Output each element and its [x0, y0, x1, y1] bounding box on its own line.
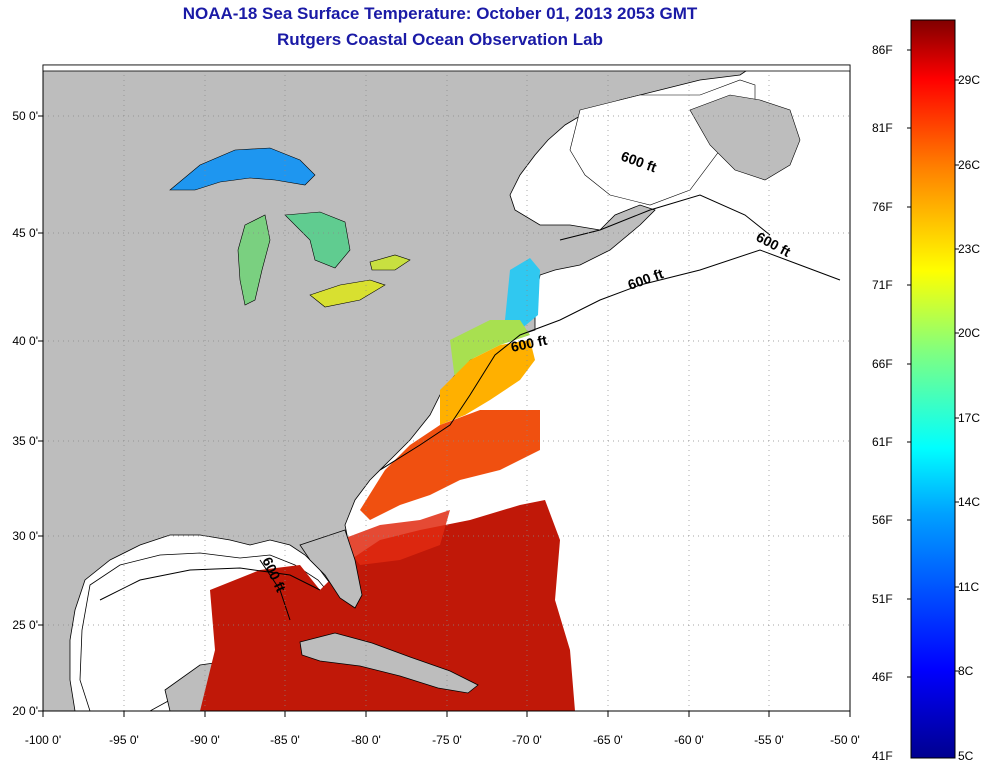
map-title: NOAA-18 Sea Surface Temperature: October… [182, 4, 698, 23]
colorbar-label-f: 86F [872, 43, 893, 57]
lake-erie [309, 279, 386, 308]
newfoundland-land [689, 94, 801, 181]
colorbar-label-c: 26C [958, 158, 981, 172]
colorbar-label-f: 46F [872, 670, 893, 684]
colorbar-label-f: 51F [872, 592, 893, 606]
colorbar-label-f: 76F [872, 200, 893, 214]
lon-tick-label: -100 0' [24, 733, 62, 747]
colorbar-label-c: 5C [958, 749, 974, 763]
colorbar-label-f: 81F [872, 121, 893, 135]
colorbar-label-f: 56F [872, 513, 893, 527]
lake-michigan [237, 214, 271, 306]
lat-tick-label: 45 0' [12, 226, 38, 240]
contour-label: 600 ft [509, 332, 548, 355]
colorbar-label-f: 71F [872, 278, 893, 292]
lon-tick-label: -90 0' [190, 733, 220, 747]
map-subtitle: Rutgers Coastal Ocean Observation Lab [277, 30, 603, 49]
cuba-overlay [299, 632, 479, 694]
axis-ticks [38, 115, 851, 717]
lake-ontario [369, 254, 411, 271]
lon-tick-label: -95 0' [109, 733, 139, 747]
florida-land [299, 529, 363, 609]
lon-tick-label: -70 0' [512, 733, 542, 747]
colorbar-label-c: 29C [958, 73, 981, 87]
colorbar-label-c: 23C [958, 242, 981, 256]
lat-tick-label: 25 0' [12, 618, 38, 632]
sst-caribbean-patches [340, 510, 450, 565]
colorbar-label-c: 14C [958, 495, 981, 509]
colorbar-label-c: 8C [958, 664, 974, 678]
lat-tick-label: 30 0' [12, 529, 38, 543]
lake-huron [284, 211, 351, 269]
lake-superior [169, 147, 316, 191]
lon-tick-label: -85 0' [270, 733, 300, 747]
lon-tick-label: -55 0' [754, 733, 784, 747]
colorbar-label-c: 17C [958, 411, 981, 425]
colorbar-label-f: 61F [872, 435, 893, 449]
colorbar-ticks [907, 49, 959, 678]
colorbar-label-f: 66F [872, 357, 893, 371]
lon-tick-label: -60 0' [674, 733, 704, 747]
contour-600ft-gulf [99, 559, 321, 621]
colorbar [910, 19, 956, 759]
sst-gulf-stream [360, 410, 540, 520]
colorbar-label-c: 11C [958, 580, 980, 594]
contour-600ft-atlantic [379, 249, 841, 471]
lat-tick-label: 40 0' [12, 334, 38, 348]
lat-tick-label: 50 0' [12, 109, 38, 123]
colorbar-label-f: 41F [872, 749, 893, 763]
lon-tick-label: -75 0' [432, 733, 462, 747]
lat-tick-label: 35 0' [12, 434, 38, 448]
top-border-band [42, 64, 851, 72]
lon-tick-label: -50 0' [830, 733, 860, 747]
contour-600ft-scotian [559, 194, 771, 241]
sst-gulf-maine [505, 258, 540, 330]
lon-tick-label: -65 0' [593, 733, 623, 747]
lon-tick-label: -80 0' [351, 733, 381, 747]
colorbar-label-c: 20C [958, 326, 981, 340]
sst-subtropical [200, 500, 575, 711]
lat-tick-label: 20 0' [12, 704, 38, 718]
